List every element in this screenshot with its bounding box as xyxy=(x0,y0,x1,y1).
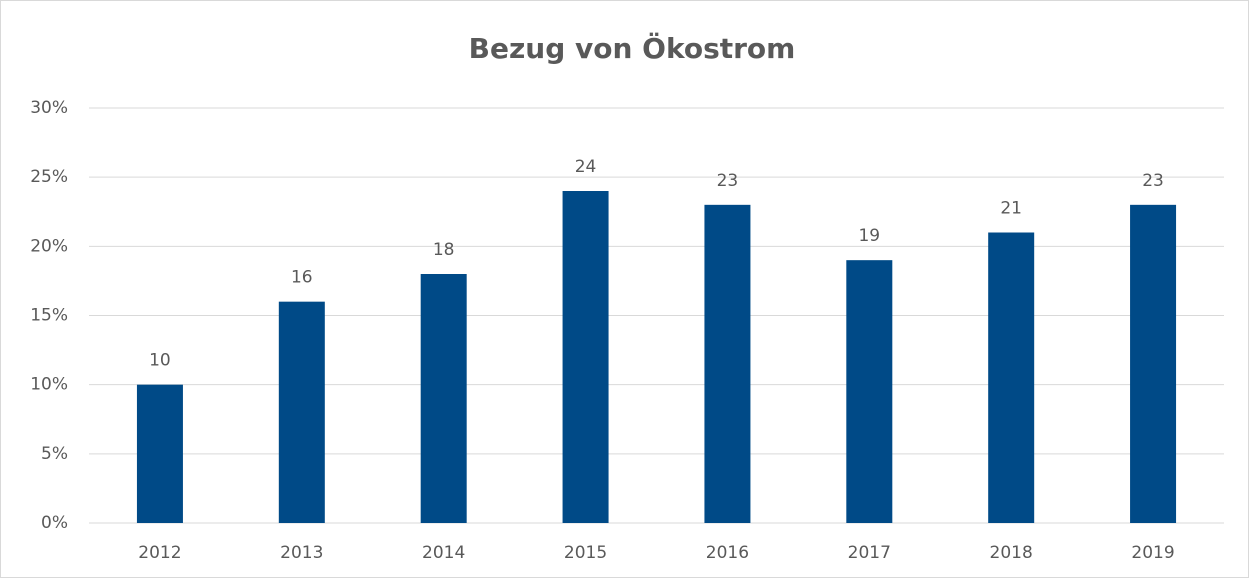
y-tick-label: 10% xyxy=(30,375,68,395)
data-label: 10 xyxy=(149,351,171,371)
data-label: 21 xyxy=(1000,199,1022,219)
x-tick-label: 2016 xyxy=(706,543,749,563)
x-tick-label: 2018 xyxy=(990,543,1033,563)
x-tick-label: 2012 xyxy=(138,543,181,563)
x-tick-label: 2013 xyxy=(280,543,323,563)
bar xyxy=(420,274,467,523)
y-tick-label: 20% xyxy=(30,236,68,256)
y-tick-label: 0% xyxy=(41,513,68,533)
bar xyxy=(562,191,609,523)
data-label: 24 xyxy=(575,157,597,177)
y-tick-label: 25% xyxy=(30,167,68,187)
data-label: 18 xyxy=(433,240,455,260)
chart-title: Bezug von Ökostrom xyxy=(469,31,796,65)
data-label: 19 xyxy=(858,226,880,246)
x-tick-label: 2014 xyxy=(422,543,465,563)
data-label: 23 xyxy=(717,171,739,191)
bar xyxy=(846,260,893,523)
bar xyxy=(278,301,325,523)
y-tick-label: 5% xyxy=(41,444,68,464)
x-tick-label: 2019 xyxy=(1131,543,1174,563)
bar xyxy=(988,232,1035,523)
bar xyxy=(136,384,183,523)
x-tick-label: 2015 xyxy=(564,543,607,563)
data-label: 16 xyxy=(291,268,313,288)
bar xyxy=(1130,204,1177,524)
x-tick-label: 2017 xyxy=(848,543,891,563)
y-tick-label: 30% xyxy=(30,98,68,118)
bar xyxy=(704,204,751,524)
y-tick-label: 15% xyxy=(30,306,68,326)
data-label: 23 xyxy=(1142,171,1164,191)
